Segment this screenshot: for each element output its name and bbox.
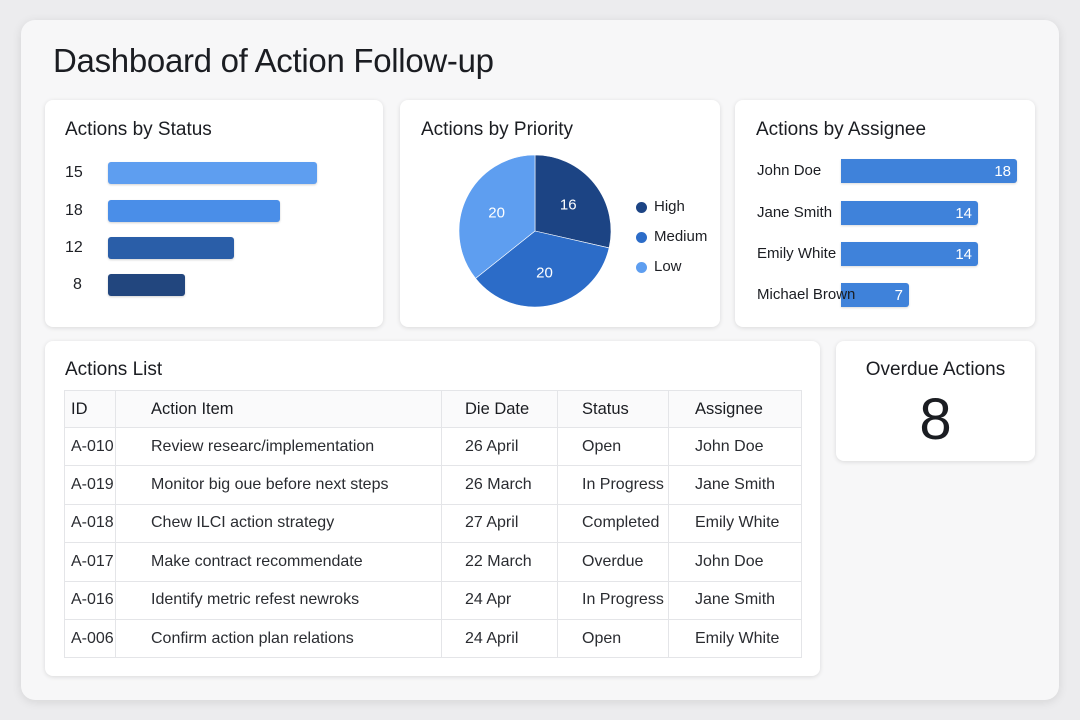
column-header-id[interactable]: ID <box>64 390 116 428</box>
assignee-bar-value: 7 <box>894 287 903 304</box>
assignee-chart-title: Actions by Assignee <box>756 119 927 140</box>
pie-slice-high <box>534 154 612 249</box>
cell-action-item: Monitor big oue before next steps <box>115 465 442 505</box>
status-bar-row: 8 <box>45 274 383 296</box>
cell-status: In Progress <box>557 580 669 620</box>
status-bar <box>108 237 234 259</box>
assignee-bar <box>841 242 978 266</box>
cell-id: A-010 <box>64 426 116 467</box>
assignee-bar-value: 14 <box>955 246 972 263</box>
status-bar-value: 18 <box>65 202 83 219</box>
cell-id: A-017 <box>64 542 116 582</box>
pie-slice-label: 20 <box>488 205 505 222</box>
status-bar-row: 12 <box>45 237 383 259</box>
assignee-chart-card: Actions by Assignee 18 John Doe 14 Jane Smi… <box>735 100 1035 327</box>
cell-action-item: Chew ILCI action strategy <box>115 503 442 544</box>
status-chart-card: Actions by Status 15 18 12 8 <box>45 100 383 327</box>
cell-due-date: 24 Apr <box>441 580 558 620</box>
legend-label: High <box>654 198 685 215</box>
cell-due-date: 24 April <box>441 618 558 659</box>
cell-due-date: 22 March <box>441 542 558 582</box>
legend-label: Medium <box>654 228 708 245</box>
priority-chart-card: Actions by Priority 16 20 20 High Medium Low <box>400 100 720 327</box>
column-header-action-item[interactable]: Action Item <box>115 390 442 428</box>
table-header-row: ID Action Item Die Date Status Assignee <box>64 390 802 428</box>
cell-assignee: John Doe <box>668 426 802 467</box>
assignee-bar <box>841 283 909 307</box>
legend-swatch <box>636 202 647 213</box>
cell-assignee: Emily White <box>668 503 802 544</box>
table-row[interactable]: A-018 Chew ILCI action strategy 27 April… <box>64 503 802 544</box>
cell-status: Open <box>557 618 669 659</box>
assignee-bar-row: 7 Michael Brown <box>735 283 1035 307</box>
overdue-actions-card: Overdue Actions 8 <box>836 341 1035 461</box>
table-row[interactable]: A-016 Identify metric refest newroks 24 … <box>64 580 802 620</box>
assignee-bar-row: 14 Jane Smith <box>735 201 1035 225</box>
status-bar-value: 15 <box>65 164 83 181</box>
legend-label: Low <box>654 258 682 275</box>
assignee-bar <box>841 159 1017 183</box>
column-header-assignee[interactable]: Assignee <box>668 390 802 428</box>
assignee-name-label: Michael Brown <box>757 286 856 303</box>
column-header-status[interactable]: Status <box>557 390 669 428</box>
priority-chart-title: Actions by Priority <box>421 119 574 140</box>
cell-assignee: Emily White <box>668 618 802 659</box>
status-bar <box>108 274 185 296</box>
cell-due-date: 26 April <box>441 426 558 467</box>
cell-action-item: Confirm action plan relations <box>115 618 442 659</box>
table-row[interactable]: A-006 Confirm action plan relations 24 A… <box>64 618 802 659</box>
pie-slice-medium <box>475 230 610 308</box>
status-bar-value: 12 <box>65 239 83 256</box>
column-header-due-date[interactable]: Die Date <box>441 390 558 428</box>
assignee-name-label: John Doe <box>757 162 822 179</box>
assignee-bar-value: 14 <box>955 205 972 222</box>
cell-id: A-016 <box>64 580 116 620</box>
status-bar-row: 15 <box>45 162 383 184</box>
status-bar <box>108 200 280 222</box>
cell-action-item: Make contract recommendate <box>115 542 442 582</box>
assignee-bar-row: 18 John Doe <box>735 159 1035 183</box>
cell-assignee: Jane Smith <box>668 465 802 505</box>
actions-list-title: Actions List <box>65 359 163 380</box>
cell-due-date: 27 April <box>441 503 558 544</box>
legend-swatch <box>636 262 647 273</box>
cell-assignee: Jane Smith <box>668 580 802 620</box>
legend-swatch <box>636 232 647 243</box>
assignee-name-label: Jane Smith <box>757 204 833 221</box>
assignee-name-label: Emily White <box>757 245 837 262</box>
pie-slice-label: 16 <box>560 196 577 213</box>
assignee-bar-value: 18 <box>994 163 1011 180</box>
status-bar-row: 18 <box>45 200 383 222</box>
table-row[interactable]: A-017 Make contract recommendate 22 Marc… <box>64 542 802 582</box>
overdue-actions-title: Overdue Actions <box>865 359 1006 380</box>
cell-assignee: John Doe <box>668 542 802 582</box>
pie-slice-low <box>458 154 536 279</box>
table-row[interactable]: A-019 Monitor big oue before next steps … <box>64 465 802 505</box>
cell-action-item: Review researc/implementation <box>115 426 442 467</box>
cell-action-item: Identify metric refest newroks <box>115 580 442 620</box>
table-row[interactable]: A-010 Review researc/implementation 26 A… <box>64 426 802 467</box>
cell-id: A-006 <box>64 618 116 659</box>
status-chart-title: Actions by Status <box>65 119 212 140</box>
cell-due-date: 26 March <box>441 465 558 505</box>
cell-id: A-018 <box>64 503 116 544</box>
status-bar <box>108 162 317 184</box>
cell-status: Overdue <box>557 542 669 582</box>
cell-status: Completed <box>557 503 669 544</box>
actions-table: ID Action Item Die Date Status Assignee … <box>64 390 802 659</box>
actions-list-card: Actions List ID Action Item Die Date Sta… <box>45 341 820 676</box>
priority-pie-chart: 16 20 20 <box>458 154 612 308</box>
pie-slice-label: 20 <box>536 264 553 281</box>
assignee-bar-row: 14 Emily White <box>735 242 1035 266</box>
status-bar-value: 8 <box>73 276 82 293</box>
assignee-bar <box>841 201 978 225</box>
page-title: Dashboard of Action Follow-up <box>53 42 494 79</box>
cell-id: A-019 <box>64 465 116 505</box>
overdue-actions-count: 8 <box>919 387 952 452</box>
cell-status: Open <box>557 426 669 467</box>
cell-status: In Progress <box>557 465 669 505</box>
